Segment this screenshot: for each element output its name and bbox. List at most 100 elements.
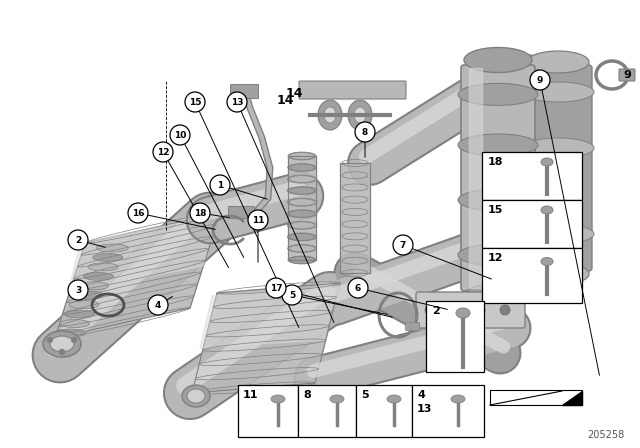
Ellipse shape: [387, 395, 401, 403]
Circle shape: [190, 203, 210, 223]
Text: 2: 2: [75, 236, 81, 245]
Ellipse shape: [541, 158, 553, 166]
Circle shape: [170, 125, 190, 145]
Circle shape: [393, 235, 413, 255]
Ellipse shape: [182, 385, 210, 407]
Circle shape: [282, 285, 302, 305]
Polygon shape: [490, 390, 582, 405]
Ellipse shape: [287, 245, 316, 252]
Circle shape: [266, 278, 286, 298]
Text: 2: 2: [432, 306, 440, 316]
Polygon shape: [192, 283, 340, 393]
Text: 5: 5: [361, 390, 369, 400]
Polygon shape: [200, 288, 336, 348]
Circle shape: [185, 92, 205, 112]
Circle shape: [475, 305, 485, 315]
Ellipse shape: [287, 164, 316, 172]
Circle shape: [355, 122, 375, 142]
Ellipse shape: [458, 189, 538, 211]
Ellipse shape: [287, 221, 317, 229]
Ellipse shape: [318, 100, 342, 130]
Bar: [426, 301, 484, 372]
Circle shape: [71, 337, 77, 343]
Circle shape: [47, 337, 53, 343]
Ellipse shape: [527, 51, 589, 73]
Ellipse shape: [288, 256, 316, 264]
Circle shape: [348, 278, 368, 298]
Bar: [356, 385, 412, 437]
Ellipse shape: [354, 107, 366, 123]
Ellipse shape: [451, 395, 465, 403]
Text: 12: 12: [488, 253, 504, 263]
Ellipse shape: [287, 210, 317, 218]
Circle shape: [500, 305, 510, 315]
Bar: [405, 322, 419, 330]
Circle shape: [425, 305, 435, 315]
Text: 16: 16: [132, 208, 144, 217]
Bar: [238, 385, 298, 437]
Text: 1: 1: [217, 181, 223, 190]
Ellipse shape: [458, 134, 538, 156]
Ellipse shape: [348, 100, 372, 130]
Ellipse shape: [187, 389, 205, 403]
Bar: [298, 385, 356, 437]
Ellipse shape: [288, 152, 316, 160]
Bar: [228, 206, 254, 218]
FancyBboxPatch shape: [488, 255, 516, 285]
Bar: [230, 84, 258, 98]
Text: 8: 8: [362, 128, 368, 137]
Text: 8: 8: [303, 390, 311, 400]
Ellipse shape: [93, 254, 123, 262]
Ellipse shape: [541, 258, 553, 266]
Ellipse shape: [271, 395, 285, 403]
Ellipse shape: [65, 310, 95, 318]
Text: 18: 18: [488, 157, 504, 167]
Text: 12: 12: [157, 147, 169, 156]
Ellipse shape: [324, 107, 336, 123]
Polygon shape: [340, 163, 370, 273]
Text: 5: 5: [289, 290, 295, 300]
Ellipse shape: [456, 308, 470, 318]
Polygon shape: [55, 213, 220, 338]
Ellipse shape: [458, 244, 538, 266]
Bar: [482, 200, 582, 248]
Circle shape: [450, 305, 460, 315]
Ellipse shape: [287, 198, 317, 206]
FancyBboxPatch shape: [524, 65, 592, 271]
Text: 15: 15: [488, 205, 504, 215]
Ellipse shape: [79, 282, 109, 290]
Circle shape: [153, 142, 173, 162]
Ellipse shape: [522, 82, 594, 102]
Circle shape: [227, 92, 247, 112]
Text: 13: 13: [231, 98, 243, 107]
Text: 3: 3: [75, 285, 81, 294]
Ellipse shape: [527, 263, 589, 285]
Ellipse shape: [43, 331, 81, 357]
Ellipse shape: [74, 291, 104, 299]
Ellipse shape: [50, 336, 74, 352]
FancyBboxPatch shape: [299, 81, 406, 99]
Ellipse shape: [458, 83, 538, 105]
Ellipse shape: [464, 284, 532, 309]
Polygon shape: [68, 216, 215, 293]
Text: 4: 4: [417, 390, 425, 400]
Text: 14: 14: [276, 94, 294, 107]
Ellipse shape: [54, 329, 86, 337]
Bar: [482, 152, 582, 200]
Ellipse shape: [522, 138, 594, 158]
Ellipse shape: [464, 47, 532, 73]
Ellipse shape: [541, 206, 553, 214]
Polygon shape: [562, 391, 582, 405]
Text: 9: 9: [537, 76, 543, 85]
Text: 4: 4: [155, 301, 161, 310]
Circle shape: [68, 280, 88, 300]
Text: 7: 7: [400, 241, 406, 250]
Bar: [482, 248, 582, 303]
Text: 9: 9: [623, 70, 631, 80]
Circle shape: [248, 210, 268, 230]
Ellipse shape: [330, 395, 344, 403]
Ellipse shape: [97, 244, 129, 252]
Polygon shape: [469, 68, 482, 288]
Text: 15: 15: [189, 98, 201, 107]
Text: 11: 11: [243, 390, 259, 400]
